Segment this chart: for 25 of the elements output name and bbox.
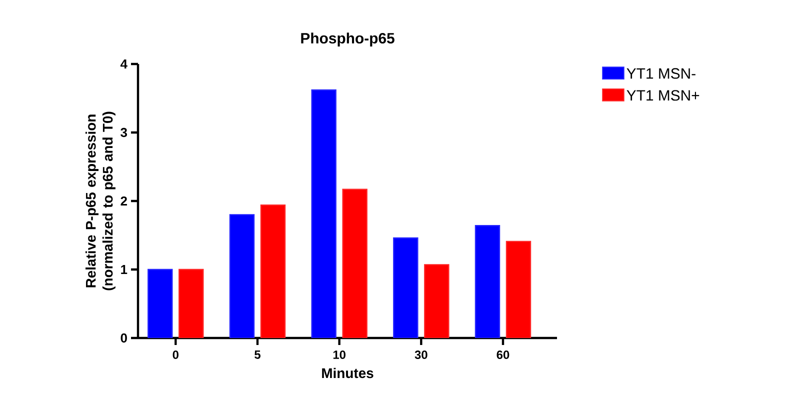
- y-axis-title: Relative P-p65 expression (normalized to p65 and T0): [86, 112, 116, 290]
- y-tick-label: 1: [121, 265, 128, 274]
- bar: [474, 225, 500, 338]
- y-tick-label: 0: [120, 333, 127, 343]
- bar: [229, 214, 255, 338]
- bar: [311, 89, 336, 338]
- legend-label: YT1 MSN+: [626, 90, 700, 101]
- x-tick-label: 5: [254, 350, 260, 359]
- y-tick-label: 2: [120, 196, 127, 206]
- y-tick-label: 4: [120, 60, 128, 68]
- legend-label: YT1 MSN-: [626, 68, 696, 79]
- bar: [148, 268, 173, 338]
- chart-title: Phospho-p65: [301, 32, 394, 46]
- bar: [178, 268, 204, 338]
- bar: [342, 188, 368, 338]
- x-tick-label: 30: [414, 350, 428, 360]
- x-tick-label: 10: [333, 350, 346, 359]
- x-axis-title: Minutes: [322, 368, 374, 378]
- bar: [506, 240, 532, 338]
- bar: [260, 204, 286, 338]
- x-tick-label: 60: [496, 350, 510, 359]
- x-tick-label: 0: [172, 350, 178, 359]
- bar: [424, 264, 450, 338]
- bar: [393, 237, 418, 338]
- y-tick-label: 3: [120, 128, 128, 138]
